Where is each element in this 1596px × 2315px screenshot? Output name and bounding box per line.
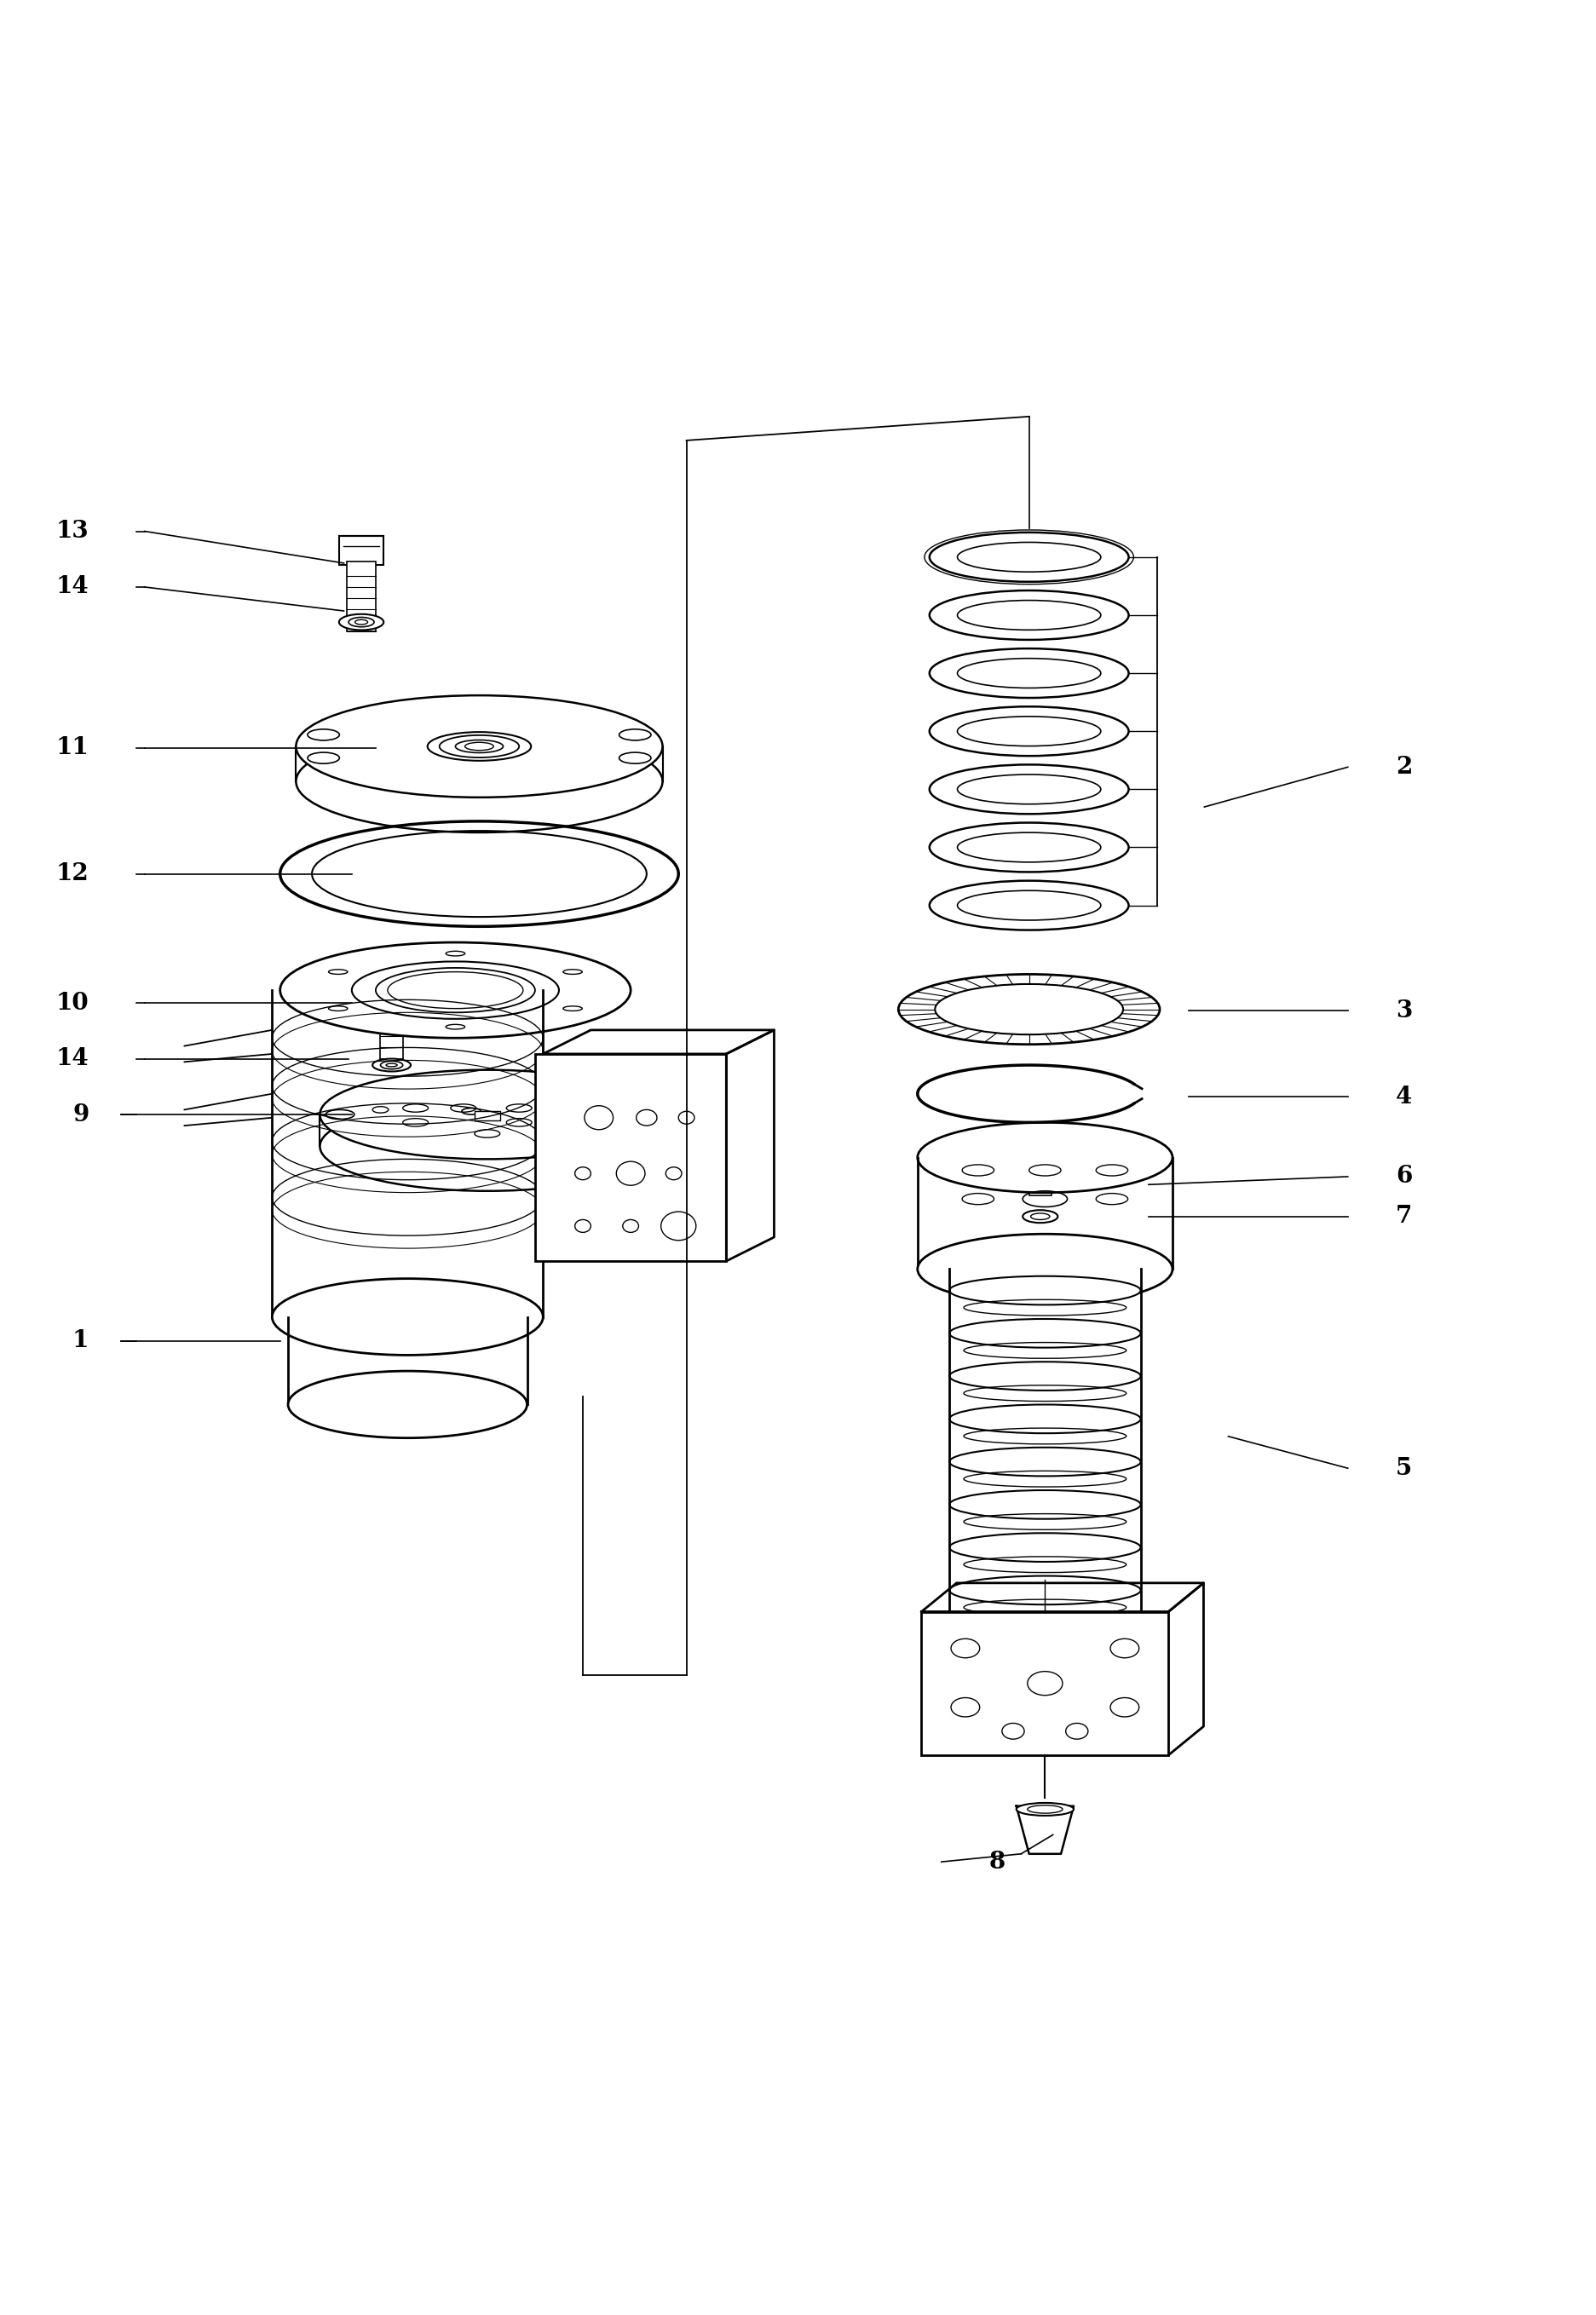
Ellipse shape — [619, 729, 651, 741]
Ellipse shape — [308, 752, 340, 764]
Ellipse shape — [929, 880, 1128, 931]
Bar — [372, 982, 410, 1005]
Text: 1: 1 — [72, 1329, 89, 1352]
Ellipse shape — [1023, 1151, 1058, 1162]
Text: 9: 9 — [72, 1102, 89, 1125]
Ellipse shape — [929, 648, 1128, 697]
Bar — [921, 1611, 1168, 1755]
Text: 6: 6 — [1395, 1164, 1412, 1188]
Bar — [338, 537, 383, 565]
Ellipse shape — [308, 729, 340, 741]
Text: 10: 10 — [56, 991, 89, 1014]
Ellipse shape — [1017, 1803, 1074, 1815]
Ellipse shape — [295, 732, 662, 833]
Ellipse shape — [338, 613, 383, 630]
Ellipse shape — [918, 1123, 1173, 1192]
Ellipse shape — [279, 942, 630, 1037]
Ellipse shape — [950, 1533, 1141, 1563]
Text: 4: 4 — [1395, 1086, 1412, 1109]
Ellipse shape — [950, 1577, 1141, 1604]
Ellipse shape — [929, 764, 1128, 815]
Ellipse shape — [319, 1102, 654, 1190]
Text: 13: 13 — [56, 521, 89, 542]
Ellipse shape — [950, 1447, 1141, 1477]
Ellipse shape — [319, 1070, 654, 1160]
Text: 7: 7 — [1395, 1204, 1412, 1227]
Text: 3: 3 — [1395, 1000, 1412, 1023]
Ellipse shape — [950, 1320, 1141, 1347]
Text: 12: 12 — [56, 863, 89, 884]
Text: 8: 8 — [990, 1850, 1005, 1873]
Ellipse shape — [619, 752, 651, 764]
Ellipse shape — [295, 694, 662, 796]
Bar — [535, 1053, 726, 1262]
Ellipse shape — [950, 1491, 1141, 1519]
Text: 14: 14 — [56, 1046, 89, 1070]
Text: 11: 11 — [56, 736, 89, 759]
Ellipse shape — [287, 1370, 527, 1438]
Text: 14: 14 — [56, 576, 89, 600]
Ellipse shape — [929, 532, 1128, 581]
Ellipse shape — [1023, 1211, 1058, 1222]
Ellipse shape — [326, 1109, 354, 1118]
Ellipse shape — [271, 1278, 543, 1354]
Ellipse shape — [950, 1276, 1141, 1306]
Text: 5: 5 — [1395, 1456, 1412, 1479]
Ellipse shape — [950, 1405, 1141, 1433]
Ellipse shape — [929, 706, 1128, 757]
Ellipse shape — [950, 1361, 1141, 1391]
Bar — [380, 1002, 404, 1058]
Bar — [346, 563, 375, 632]
Bar — [1029, 1155, 1052, 1197]
Ellipse shape — [372, 1058, 410, 1072]
Ellipse shape — [899, 975, 1160, 1044]
Text: 2: 2 — [1395, 755, 1412, 778]
Bar — [474, 1111, 500, 1120]
Ellipse shape — [929, 822, 1128, 873]
Ellipse shape — [918, 1234, 1173, 1303]
Ellipse shape — [929, 590, 1128, 639]
Ellipse shape — [621, 1109, 650, 1118]
